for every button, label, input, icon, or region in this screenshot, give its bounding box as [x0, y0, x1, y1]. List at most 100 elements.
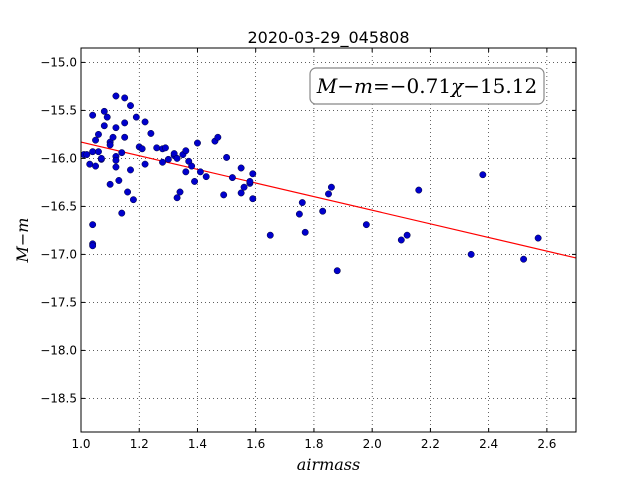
- legend-box: [309, 67, 545, 105]
- data-point: [112, 92, 120, 100]
- x-tick-label: 1.0: [71, 437, 90, 451]
- x-tick-label: 2.0: [363, 437, 382, 451]
- data-point: [112, 124, 120, 132]
- y-tick-label: −18.5: [40, 391, 77, 405]
- data-point: [240, 183, 248, 191]
- data-point: [153, 144, 161, 152]
- data-point: [196, 168, 204, 176]
- data-point: [173, 154, 181, 162]
- data-point: [295, 210, 303, 218]
- x-axis-label: airmass: [297, 455, 360, 474]
- data-point: [191, 177, 199, 185]
- data-point: [141, 160, 149, 168]
- data-point: [89, 242, 97, 250]
- data-point: [118, 209, 126, 217]
- y-axis-label: M−m: [13, 218, 32, 264]
- data-point: [249, 170, 257, 178]
- data-point: [403, 231, 411, 239]
- data-point: [121, 119, 129, 127]
- data-point: [97, 154, 105, 162]
- data-point: [121, 94, 129, 102]
- legend-chi: χ: [449, 74, 465, 98]
- y-tick-label: −15.5: [40, 103, 77, 117]
- data-point: [106, 180, 114, 188]
- data-point: [333, 267, 341, 275]
- data-point: [112, 156, 120, 164]
- legend-intercept: −15.12: [463, 74, 537, 98]
- data-point: [164, 155, 172, 163]
- plot-background: [81, 48, 576, 432]
- data-point: [112, 163, 120, 171]
- data-point: [298, 199, 306, 207]
- x-tick-label: 2.6: [537, 437, 556, 451]
- data-point: [228, 174, 236, 182]
- y-tick-label: −16.5: [40, 199, 77, 213]
- data-point: [103, 113, 111, 121]
- data-point: [397, 236, 405, 244]
- data-point: [83, 151, 91, 159]
- data-point: [121, 133, 129, 141]
- data-point: [100, 107, 108, 115]
- data-point: [266, 231, 274, 239]
- x-tick-label: 1.4: [188, 437, 207, 451]
- data-points: [80, 92, 542, 275]
- data-point: [301, 228, 309, 236]
- data-point: [129, 196, 137, 204]
- data-point: [92, 162, 100, 170]
- grid: [81, 48, 576, 432]
- data-point: [237, 189, 245, 197]
- data-point: [220, 191, 228, 199]
- data-point: [159, 158, 166, 166]
- data-point: [182, 168, 190, 176]
- y-tick-label: −16.0: [40, 151, 77, 165]
- axis-ticks: 1.0 1.2 1.4 1.6 1.8 2.0 2.2 2.4 2.6 −15.0 −15.5 −16…: [40, 48, 576, 451]
- data-point: [325, 190, 332, 198]
- data-point: [109, 133, 117, 141]
- data-point: [100, 122, 108, 130]
- data-point: [319, 207, 327, 215]
- legend-minus: −: [337, 74, 354, 98]
- data-point: [132, 113, 140, 121]
- x-tick-label: 1.8: [304, 437, 323, 451]
- data-point: [118, 149, 126, 157]
- legend-lhs-m: m: [354, 74, 373, 98]
- legend-coef: −0.71: [390, 74, 451, 98]
- data-point: [214, 133, 222, 141]
- x-tick-label: 1.6: [246, 437, 265, 451]
- y-tick-label: −15.0: [40, 55, 77, 69]
- data-point: [138, 145, 146, 153]
- data-point: [237, 164, 245, 172]
- data-point: [89, 148, 97, 156]
- x-tick-label: 1.2: [130, 437, 149, 451]
- y-tick-label: −18.0: [40, 343, 77, 357]
- data-point: [362, 221, 370, 229]
- y-tick-label: −17.5: [40, 295, 77, 309]
- plot-frame: [80, 47, 577, 433]
- legend-lhs-M: M: [316, 74, 338, 98]
- data-point: [188, 162, 196, 170]
- data-point: [147, 129, 155, 137]
- data-point: [95, 130, 102, 138]
- x-tick-label: 2.4: [479, 437, 498, 451]
- data-point: [173, 194, 181, 202]
- legend-equation: M−m=−0.71χ−15.12: [316, 74, 537, 98]
- data-point: [124, 188, 132, 196]
- data-point: [182, 147, 190, 155]
- data-point: [106, 141, 114, 149]
- fit-equation-legend: M−m=−0.71χ−15.12: [309, 67, 545, 105]
- data-point: [141, 118, 149, 126]
- data-point: [89, 111, 97, 119]
- chart-title: 2020-03-29_045808: [247, 28, 409, 48]
- data-point: [246, 177, 254, 185]
- data-point: [92, 136, 100, 144]
- data-point: [467, 250, 475, 258]
- data-point: [95, 148, 102, 156]
- data-point: [161, 144, 169, 152]
- data-point: [194, 139, 201, 147]
- legend-equals: =: [373, 74, 390, 98]
- data-point: [202, 173, 210, 181]
- data-point: [249, 195, 257, 203]
- data-point: [479, 171, 487, 179]
- data-point: [415, 186, 423, 194]
- data-point: [89, 221, 97, 229]
